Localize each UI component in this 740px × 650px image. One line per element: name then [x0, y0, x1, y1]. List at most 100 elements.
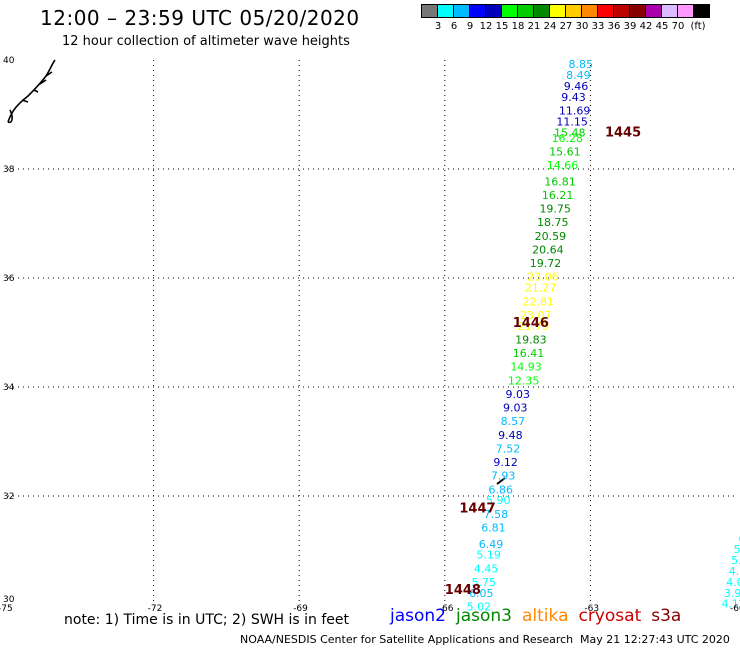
swh-value: 8.85	[569, 58, 594, 71]
swh-value: 4.17	[729, 565, 740, 578]
track-labels-layer: 1445 1446 1447 1448	[445, 125, 641, 598]
lat-tick-label: 36	[3, 274, 15, 284]
lon-tick-label: -72	[148, 604, 163, 614]
bermuda-island	[496, 477, 506, 485]
coastline-segment	[7, 59, 56, 124]
swh-value: 7.58	[484, 508, 509, 521]
swh-value: 22.81	[522, 295, 554, 308]
lon-tick-label: -63	[584, 604, 599, 614]
swh-value: 5.90	[486, 494, 511, 507]
scale-label: 42	[639, 21, 653, 32]
lon-tick-label: -60	[730, 604, 740, 614]
lon-tick-label: -69	[293, 604, 308, 614]
map-subtitle: 12 hour collection of altimeter wave hei…	[62, 34, 350, 49]
lat-tick-label: 34	[3, 383, 15, 393]
swh-value: 18.75	[537, 216, 569, 229]
swh-value: 4.17	[721, 598, 740, 611]
swh-value: 19.72	[530, 257, 562, 270]
swh-value: 5.5	[734, 543, 740, 556]
observations-layer: 8.858.499.469.4311.6911.1515.4816.2815.6…	[467, 58, 740, 613]
scale-label: (ft)	[690, 21, 706, 32]
lat-tick-label: 40	[3, 56, 15, 66]
swh-value: 9.03	[503, 402, 528, 415]
swh-value: 9.46	[564, 80, 589, 93]
swh-value: 11.15	[556, 115, 588, 128]
swh-value: 4.04	[726, 576, 740, 589]
scale-label: 6	[450, 21, 458, 32]
swh-value: 16.41	[513, 347, 545, 360]
swh-value: 8.49	[566, 69, 591, 82]
legend-entry: jason3	[456, 606, 512, 626]
swh-value: 21.27	[525, 282, 557, 295]
swh-value: 15.48	[554, 126, 586, 139]
swh-value: 19.83	[515, 333, 547, 346]
footer-timestamp: May 21 12:27:43 UTC 2020	[580, 633, 730, 646]
swh-value: 6.	[738, 532, 740, 545]
swh-value: 5.02	[467, 600, 492, 613]
lat-tick-label: 38	[3, 165, 15, 175]
swh-value: 23.07	[520, 309, 552, 322]
track-time-label: 1448	[445, 583, 481, 598]
lon-tick-label: -66	[439, 604, 454, 614]
swh-value: 12.35	[508, 374, 539, 387]
swh-value: 11.69	[559, 105, 591, 118]
legend-entry: s3a	[651, 606, 682, 626]
legend-entry: jason2	[390, 606, 446, 626]
swh-value: 4.45	[474, 562, 499, 575]
coastline	[7, 59, 506, 485]
lon-tick-label: -75	[0, 604, 13, 614]
swh-value: 14.93	[510, 361, 542, 374]
swh-value: 23.06	[527, 271, 559, 284]
lat-tick-label: 32	[3, 492, 14, 502]
note-text: note: 1) Time is in UTC; 2) SWH is in fe…	[64, 612, 350, 628]
swh-value: 16.21	[542, 189, 574, 202]
swh-value: 9.03	[505, 388, 530, 401]
scale-label: 45	[655, 21, 669, 32]
scale-label: 21	[527, 21, 541, 32]
scale-label: 9	[466, 21, 474, 32]
swh-value: 6.81	[481, 521, 506, 534]
legend-entry: cryosat	[578, 606, 642, 626]
swh-value: 9.43	[561, 91, 586, 104]
track-time-label: 1446	[513, 316, 549, 331]
swh-value: 6.49	[479, 538, 504, 551]
map-title: 12:00 – 23:59 UTC 05/20/2020	[40, 6, 360, 30]
scale-label: 36	[607, 21, 621, 32]
scale-label: 33	[591, 21, 605, 32]
scale-label: 70	[671, 21, 685, 32]
swh-value: 20.59	[535, 230, 567, 243]
swh-value: 9.12	[493, 456, 518, 469]
scale-label: 27	[559, 21, 573, 32]
swh-value: 5.14	[731, 554, 740, 567]
axis-ticks: -75 -72 -69 -66 -63 -60 30 32 34 36 38 40	[0, 56, 740, 614]
graticule	[8, 60, 736, 605]
track-time-label: 1445	[605, 125, 641, 140]
color-scale	[421, 4, 710, 18]
swh-value: 14.66	[547, 159, 579, 172]
satellite-legend: jason2 jason3 altika cryosat s3a	[390, 606, 691, 626]
scale-label: 18	[511, 21, 525, 32]
swh-value: 6.05	[469, 587, 494, 600]
swh-value: 9.48	[498, 429, 522, 442]
swh-value: 3.94	[724, 587, 740, 600]
track-time-label: 1447	[459, 501, 495, 516]
swh-value: 19.75	[539, 203, 571, 216]
swh-value: 21.79	[518, 320, 550, 333]
scale-label: 30	[575, 21, 589, 32]
swh-value: 16.28	[552, 132, 584, 145]
swh-value: 7.93	[491, 470, 516, 483]
swh-value: 16.81	[544, 175, 576, 188]
legend-entry: altika	[522, 606, 569, 626]
swh-value: 6.86	[488, 483, 512, 496]
swh-value: 1	[738, 598, 740, 611]
scale-label: 24	[543, 21, 557, 32]
scale-swatch	[693, 4, 710, 18]
swh-value: 5.75	[471, 576, 496, 589]
footer-credit: NOAA/NESDIS Center for Satellite Applica…	[240, 633, 574, 646]
color-scale-labels: 3 6 9 12 15 18 21 24 27 30 33 36 39 42 45 70 (ft)	[422, 21, 740, 35]
scale-label: 39	[623, 21, 637, 32]
swh-value: 7.52	[496, 442, 521, 455]
swh-value: 20.64	[532, 243, 564, 256]
swh-value: 5.19	[476, 549, 501, 562]
